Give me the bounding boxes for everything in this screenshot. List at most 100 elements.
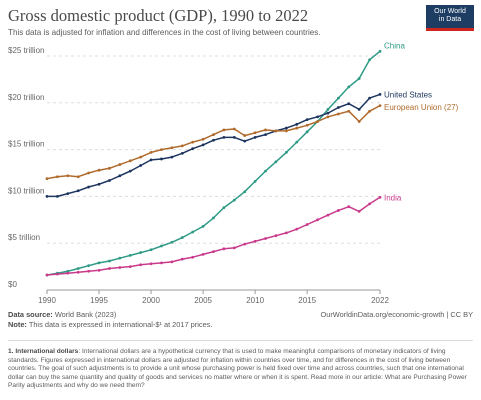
data-point xyxy=(170,240,174,244)
data-point xyxy=(45,177,49,181)
data-point xyxy=(305,123,309,127)
data-point xyxy=(76,270,80,274)
data-point xyxy=(347,102,351,106)
data-point xyxy=(222,136,226,139)
x-tick-label: 2000 xyxy=(142,296,160,305)
data-point xyxy=(336,209,340,212)
data-point xyxy=(118,266,122,269)
series-label: India xyxy=(384,193,402,202)
footnote: 1. International dollars: International … xyxy=(8,348,474,391)
data-point xyxy=(264,133,267,137)
data-point xyxy=(274,129,278,133)
data-point xyxy=(253,136,257,139)
source-url-link[interactable]: OurWorldinData.org/economic-growth | CC … xyxy=(320,310,473,319)
data-point xyxy=(326,115,330,119)
data-point xyxy=(160,148,163,152)
x-tick-label: 2022 xyxy=(371,296,389,305)
data-point xyxy=(378,104,382,108)
data-point xyxy=(160,244,163,248)
data-point xyxy=(108,267,111,270)
data-point xyxy=(201,224,205,228)
data-point xyxy=(139,263,143,267)
data-point xyxy=(45,195,49,198)
data-point xyxy=(87,185,91,189)
data-point xyxy=(170,155,174,159)
data-point xyxy=(368,96,371,100)
data-point xyxy=(274,160,278,164)
chart-series xyxy=(45,49,382,277)
data-point xyxy=(139,164,143,167)
data-point xyxy=(87,269,91,273)
data-point xyxy=(274,234,278,238)
data-point xyxy=(305,223,309,226)
data-point xyxy=(378,195,382,199)
data-point xyxy=(170,146,174,150)
data-point xyxy=(222,128,226,132)
data-point xyxy=(357,107,361,111)
data-point xyxy=(368,58,371,62)
data-point xyxy=(139,155,143,159)
data-point xyxy=(212,133,215,137)
note-label: Note: xyxy=(8,320,27,329)
data-point xyxy=(305,130,309,134)
owid-logo[interactable]: Our World in Data xyxy=(426,5,474,31)
data-point xyxy=(295,140,299,144)
data-point xyxy=(243,242,247,246)
series-line xyxy=(46,50,381,276)
data-point xyxy=(97,168,101,172)
data-point xyxy=(357,209,361,213)
data-point xyxy=(347,205,351,209)
data-point xyxy=(201,143,205,147)
data-point xyxy=(264,128,267,132)
data-point xyxy=(232,198,236,202)
data-point xyxy=(232,136,236,139)
data-point xyxy=(284,126,288,130)
series-labels: China United States European Union (27) Ind… xyxy=(384,41,459,202)
data-point xyxy=(191,140,195,144)
data-point xyxy=(264,237,267,240)
data-point xyxy=(264,169,267,173)
y-tick-label: $10 trillion xyxy=(8,186,44,195)
data-point xyxy=(316,120,319,123)
data-point xyxy=(295,122,299,126)
data-point xyxy=(128,159,132,163)
data-point xyxy=(243,134,247,137)
y-tick-label: $0 xyxy=(8,280,17,289)
data-point xyxy=(160,157,163,161)
data-point xyxy=(56,195,59,198)
data-point xyxy=(66,271,70,275)
data-point xyxy=(180,257,184,261)
y-tick-label: $20 trillion xyxy=(8,93,44,102)
data-point xyxy=(56,175,59,179)
data-point xyxy=(139,251,143,254)
data-point xyxy=(378,49,382,53)
data-point xyxy=(368,202,371,206)
data-point xyxy=(76,267,80,270)
data-point xyxy=(232,246,236,250)
data-point xyxy=(222,206,226,210)
x-tick-label: 2005 xyxy=(194,296,212,305)
data-point xyxy=(295,126,299,130)
source-text: World Bank (2023) xyxy=(54,310,117,319)
data-point xyxy=(45,273,49,277)
series-label: United States xyxy=(384,90,432,99)
series-line xyxy=(47,93,381,198)
data-point xyxy=(149,151,153,154)
data-point xyxy=(284,231,288,235)
data-point xyxy=(212,138,215,142)
data-point xyxy=(76,175,80,179)
data-point xyxy=(108,166,111,170)
logo-line1: Our World xyxy=(434,8,466,15)
chart-gridlines xyxy=(47,55,380,291)
data-point xyxy=(253,239,257,243)
logo-accent-bar xyxy=(426,28,474,31)
footnote-text: : International dollars are a hypothetic… xyxy=(8,348,467,390)
data-point xyxy=(284,151,288,154)
data-point xyxy=(128,253,132,257)
x-tick-label: 2010 xyxy=(246,296,264,305)
data-point xyxy=(87,264,91,268)
data-point xyxy=(180,151,184,155)
series-label: European Union (27) xyxy=(384,103,459,112)
data-point xyxy=(326,111,330,115)
chart-title: Gross domestic product (GDP), 1990 to 20… xyxy=(8,6,309,25)
